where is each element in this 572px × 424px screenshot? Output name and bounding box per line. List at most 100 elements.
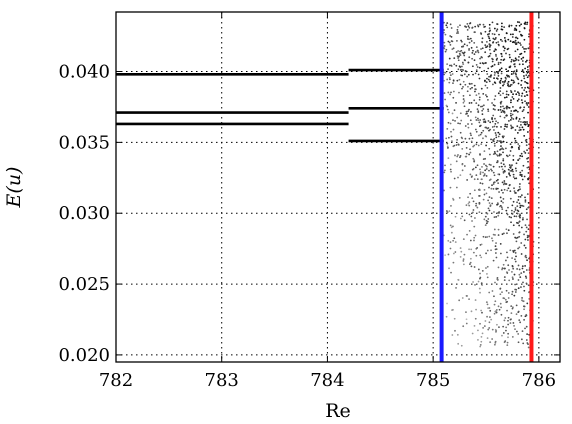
data-point: [482, 118, 485, 121]
x-tick-label: 784: [310, 370, 344, 391]
data-point: [524, 224, 527, 227]
data-point: [509, 249, 512, 252]
data-point: [476, 247, 479, 249]
data-point: [495, 215, 498, 218]
data-point: [463, 43, 466, 46]
data-point: [521, 126, 524, 129]
data-point: [449, 122, 452, 125]
data-point: [446, 108, 449, 111]
data-point: [493, 303, 496, 306]
data-point: [482, 104, 485, 107]
data-point: [525, 282, 528, 285]
data-point: [512, 306, 514, 309]
data-point: [502, 84, 504, 87]
data-point: [505, 289, 508, 292]
data-point: [478, 195, 481, 197]
data-point: [468, 137, 471, 140]
data-point: [493, 38, 496, 41]
data-point: [521, 46, 524, 49]
data-point: [526, 211, 528, 214]
data-point: [508, 24, 511, 27]
data-point: [502, 263, 505, 266]
data-point: [474, 25, 477, 28]
data-point: [488, 27, 491, 30]
data-point: [455, 160, 458, 163]
data-point: [503, 128, 506, 130]
data-point: [467, 110, 470, 113]
data-point: [521, 267, 524, 270]
data-point: [488, 48, 491, 51]
data-point: [466, 179, 469, 181]
data-point: [495, 311, 498, 314]
data-point: [527, 239, 529, 241]
data-point: [527, 106, 530, 108]
data-point: [452, 128, 455, 131]
data-point: [466, 75, 469, 78]
data-point: [517, 82, 520, 85]
data-point: [480, 282, 483, 284]
data-point: [486, 45, 489, 48]
data-point: [520, 52, 523, 55]
data-point: [524, 67, 527, 70]
data-point: [468, 229, 471, 232]
data-point: [516, 37, 519, 40]
data-point: [457, 122, 460, 125]
data-point: [488, 33, 490, 35]
data-point: [485, 219, 488, 222]
data-point: [488, 75, 490, 78]
data-point: [486, 165, 488, 168]
data-point: [489, 309, 492, 312]
data-point: [503, 116, 506, 119]
data-point: [505, 183, 508, 185]
data-point: [470, 123, 473, 125]
data-point: [466, 44, 469, 47]
data-point: [482, 137, 484, 140]
data-point: [492, 165, 495, 168]
data-point: [515, 255, 517, 258]
data-point: [526, 21, 529, 24]
data-point: [509, 112, 512, 115]
data-point: [520, 120, 522, 123]
data-point: [450, 231, 453, 234]
data-point: [470, 40, 473, 42]
data-point: [495, 188, 498, 191]
data-point: [477, 119, 480, 122]
data-point: [459, 112, 462, 115]
data-point: [462, 263, 465, 266]
data-point: [518, 92, 520, 95]
data-point: [521, 204, 523, 207]
data-point: [458, 78, 461, 81]
data-point: [516, 125, 519, 128]
data-point: [460, 250, 463, 253]
data-point: [472, 157, 475, 160]
data-point: [474, 317, 477, 320]
data-point: [474, 128, 477, 131]
data-point: [502, 191, 504, 194]
data-point: [449, 163, 452, 166]
data-point: [508, 75, 511, 78]
data-point: [524, 275, 527, 278]
data-point: [497, 63, 500, 66]
data-point: [489, 44, 492, 47]
data-point: [500, 306, 502, 309]
data-point: [526, 131, 529, 133]
data-point: [470, 310, 473, 313]
y-tick-label: 0.030: [58, 203, 110, 224]
data-point: [520, 173, 523, 176]
data-point: [443, 45, 446, 47]
data-point: [471, 137, 474, 140]
data-point: [473, 84, 476, 87]
data-point: [499, 140, 502, 142]
data-point: [459, 122, 461, 125]
data-point: [488, 321, 491, 324]
data-point: [512, 278, 514, 280]
data-point: [452, 82, 454, 85]
data-point: [448, 64, 451, 67]
data-point: [508, 164, 511, 166]
data-point: [519, 216, 521, 219]
data-point: [467, 61, 470, 64]
data-point: [493, 63, 496, 66]
data-point: [508, 53, 511, 56]
data-point: [506, 309, 508, 312]
data-point: [526, 259, 528, 262]
